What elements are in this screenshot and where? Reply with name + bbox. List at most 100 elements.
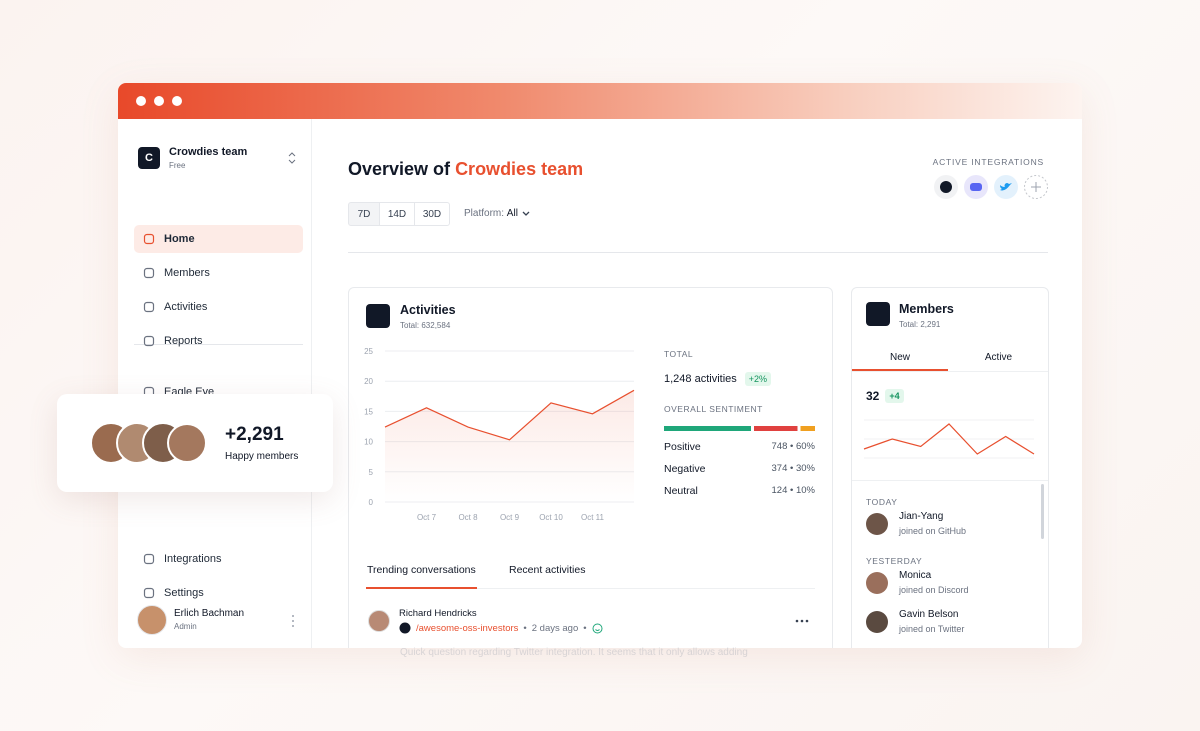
team-switch[interactable]: [288, 152, 296, 164]
title-text: Overview of: [348, 159, 451, 179]
sentiment-rows: Positive 748 • 60% Negative 374 • 30% Neutra…: [664, 441, 815, 507]
tab[interactable]: Recent activities: [509, 564, 586, 576]
member-row: Gavin Belson joined on Twitter: [866, 609, 1036, 648]
integration-icons: [934, 175, 1048, 199]
user-role: Admin: [174, 622, 197, 631]
members-badge: +2,291 Happy members: [57, 394, 333, 492]
members-tabs: New Active: [852, 346, 1048, 372]
user-avatar: [137, 605, 167, 635]
user-menu[interactable]: [291, 614, 295, 628]
sentiment-value: 748 • 60%: [771, 441, 815, 452]
badge-label: Happy members: [225, 451, 299, 462]
new-change: +4: [885, 389, 904, 403]
nav-icon: [143, 233, 155, 245]
nav-item[interactable]: Reports: [134, 327, 303, 355]
page-title: Overview of Crowdies team: [348, 159, 583, 180]
y-tick-label: 20: [364, 377, 373, 386]
group-label: TODAY: [866, 497, 898, 507]
y-tick-label: 25: [364, 347, 373, 356]
y-tick-label: 5: [369, 468, 374, 477]
nav-label: Home: [164, 233, 195, 245]
nav-item[interactable]: Home: [134, 225, 303, 253]
sentiment-name: Neutral: [664, 485, 698, 497]
user-name: Erlich Bachman: [174, 608, 245, 619]
nav-label: Members: [164, 267, 210, 279]
nav-icon: [143, 553, 155, 565]
total-label: TOTAL: [664, 349, 694, 359]
line: [863, 423, 1035, 455]
sentiment-segment: [664, 426, 751, 431]
member-avatar: [866, 611, 888, 633]
member-detail: joined on Discord: [899, 585, 969, 595]
tab[interactable]: New: [852, 352, 948, 371]
group-label: YESTERDAY: [866, 556, 923, 566]
team-avatar: C: [138, 147, 160, 169]
new-count-row: 32 +4: [866, 389, 904, 403]
x-tick-label: Oct 7: [417, 513, 437, 522]
range-button[interactable]: 30D: [414, 202, 450, 226]
nav-item[interactable]: Integrations: [134, 545, 303, 573]
member-avatar: [866, 513, 888, 535]
chevron: [522, 211, 530, 216]
sentiment-icon: [592, 623, 603, 633]
icon-shape: [143, 233, 155, 245]
faded-excerpt: Quick question regarding Twitter integra…: [400, 647, 748, 658]
activities-tabs: Trending conversations Recent activities: [366, 564, 815, 589]
range-button[interactable]: 7D: [348, 202, 380, 226]
badge-count: +2,291: [225, 424, 284, 445]
icon-shape: [143, 553, 155, 565]
sentiment-value: 124 • 10%: [771, 485, 815, 496]
sentiment-segment: [754, 426, 798, 431]
member-list: TODAY Jian-Yang joined on GitHub YESTERDAY M…: [866, 497, 1036, 648]
total-value: 1,248 activities: [664, 373, 737, 385]
range-button[interactable]: 14D: [379, 202, 415, 226]
platform-filter[interactable]: Platform: All: [464, 208, 531, 219]
tab[interactable]: Active: [984, 352, 1013, 363]
member-name: Monica: [899, 570, 932, 581]
sentiment-row: Neutral 124 • 10%: [664, 485, 815, 507]
sentiment-name: Negative: [664, 463, 706, 475]
nav-label: Activities: [164, 301, 208, 313]
total-change: +2%: [744, 372, 772, 386]
author-name: Richard Hendricks: [399, 608, 477, 619]
card-subtitle: Total: 632,584: [400, 321, 451, 330]
tab[interactable]: Trending conversations: [366, 564, 477, 589]
platform-label: Platform:: [464, 208, 505, 219]
integrations-label: ACTIVE INTEGRATIONS: [932, 157, 1044, 167]
avatar-stack: [90, 422, 207, 464]
nav-label: Settings: [164, 587, 204, 599]
y-tick-label: 10: [364, 438, 373, 447]
add-integration[interactable]: [1024, 175, 1048, 199]
sentiment-value: 374 • 30%: [771, 463, 815, 474]
activities-chart: 0 5 10 15 20 25 Oct 7 Oct 8 Oct 9 Oct 10 Oct 11: [364, 347, 635, 522]
icon-shape: [143, 335, 155, 347]
conversation-menu[interactable]: [795, 619, 809, 623]
card-subtitle: Total: 2,291: [899, 320, 941, 329]
nav-icon: [143, 587, 155, 599]
nav-item[interactable]: Settings: [134, 579, 303, 607]
card-title: Activities: [400, 303, 456, 317]
window-dot: [172, 96, 182, 106]
member-name: Jian-Yang: [899, 511, 944, 522]
member-name: Gavin Belson: [899, 609, 959, 620]
line-area: [385, 390, 634, 502]
sentiment-row: Positive 748 • 60%: [664, 441, 815, 463]
nav-item[interactable]: Members: [134, 259, 303, 287]
conversation-time: 2 days ago: [531, 622, 579, 634]
sentiment-label: OVERALL SENTIMENT: [664, 404, 763, 414]
window-dot: [136, 96, 146, 106]
app-window: C Crowdies team Free Erlich Bachman Admi…: [118, 83, 1082, 648]
header-divider: [348, 252, 1048, 253]
y-tick-label: 15: [364, 407, 373, 416]
x-tick-label: Oct 11: [581, 513, 605, 522]
y-tick-label: 0: [369, 498, 374, 507]
x-tick-label: Oct 10: [539, 513, 563, 522]
team-name[interactable]: Crowdies team: [169, 146, 248, 158]
nav-item[interactable]: Activities: [134, 293, 303, 321]
sidebar: C Crowdies team Free Erlich Bachman Admi…: [118, 119, 312, 648]
activities-card: Activities Total: 632,584 0 5 10 15 20 25 Oct …: [348, 287, 833, 648]
nav-icon: [143, 335, 155, 347]
member-avatar: [866, 572, 888, 594]
sentiment-row: Negative 374 • 30%: [664, 463, 815, 485]
conversation-channel[interactable]: /awesome-oss-investors: [416, 622, 519, 634]
